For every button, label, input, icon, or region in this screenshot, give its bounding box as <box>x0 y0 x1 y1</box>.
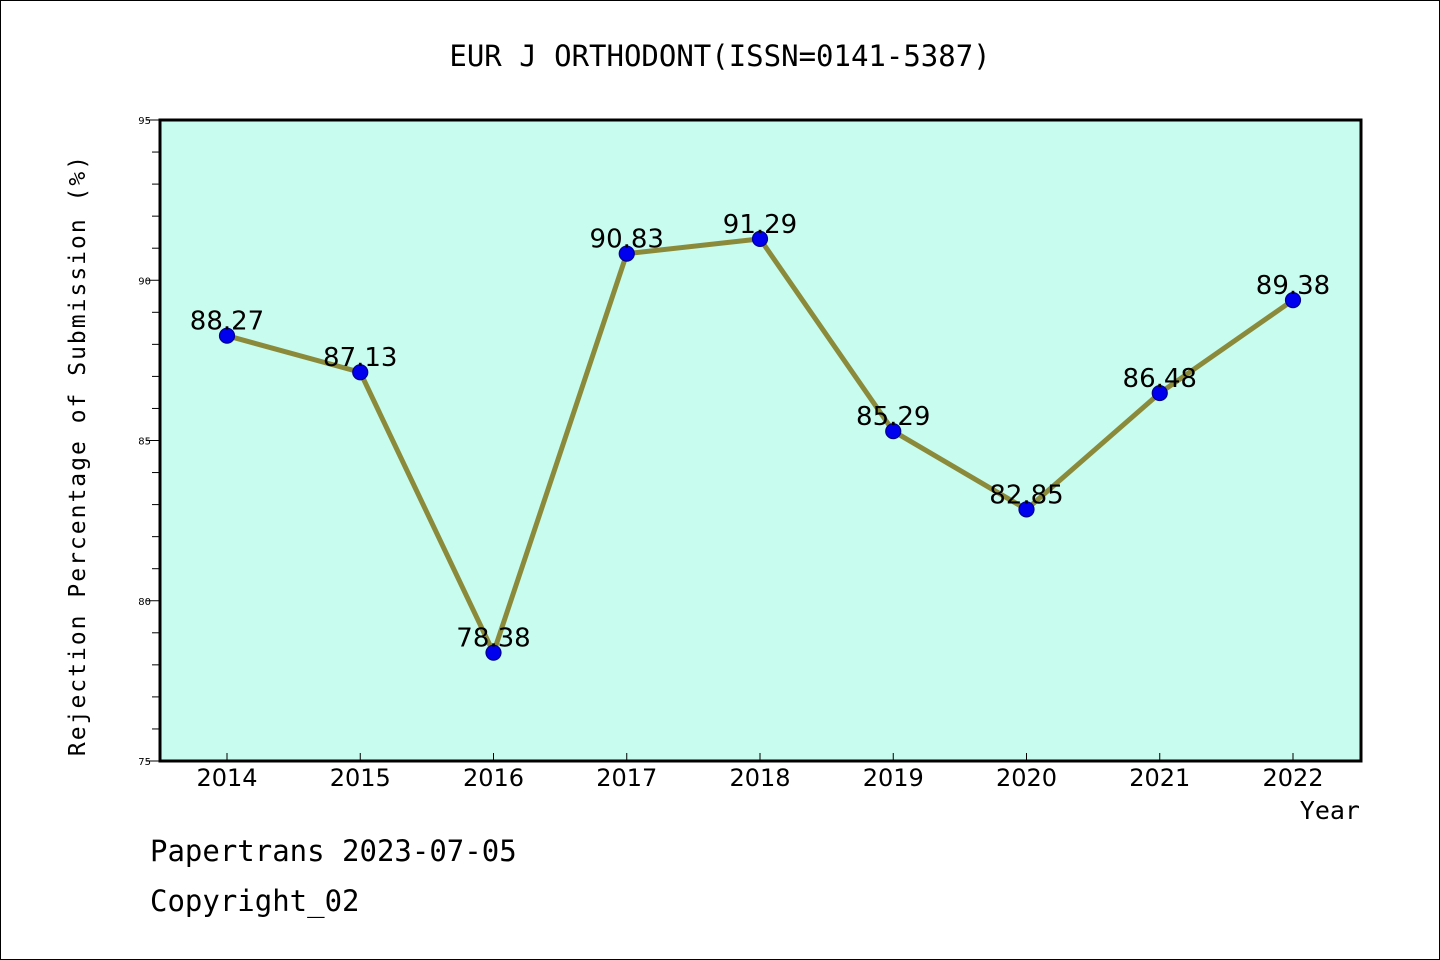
y-tick-label: 75 <box>138 757 151 768</box>
data-label: 89.38 <box>1256 271 1330 301</box>
x-tick-label: 2016 <box>463 764 524 792</box>
data-markers <box>218 230 1302 661</box>
x-axis-label: Year <box>1300 796 1360 825</box>
data-label: 78.38 <box>456 624 530 654</box>
data-point <box>1151 384 1168 402</box>
data-label: 86.48 <box>1123 364 1197 394</box>
x-tick-label: 2019 <box>863 764 924 792</box>
footer-copyright: Copyright_02 <box>150 884 360 918</box>
y-axis: 75 80 85 90 95 <box>138 116 160 768</box>
footer-source: Papertrans 2023-07-05 <box>150 834 517 868</box>
x-tick-label: 2020 <box>996 764 1057 792</box>
y-tick-label: 90 <box>138 276 151 287</box>
data-label: 82.85 <box>989 480 1063 510</box>
data-point <box>751 230 769 248</box>
data-label: 91.29 <box>723 210 797 240</box>
data-point <box>218 327 236 344</box>
y-tick-label: 80 <box>138 597 151 608</box>
data-point <box>485 644 502 661</box>
x-tick-label: 2018 <box>729 764 790 792</box>
data-point <box>618 245 635 262</box>
data-label: 90.83 <box>590 225 664 255</box>
x-tick-label: 2017 <box>596 764 657 792</box>
data-point <box>1018 501 1035 518</box>
data-label: 87.13 <box>323 343 397 373</box>
x-axis: 2014 2015 2016 2017 2018 2019 2020 2021 2022 <box>196 753 1324 792</box>
data-point <box>1284 292 1302 309</box>
x-tick-label: 2015 <box>330 764 391 792</box>
x-tick-label: 2022 <box>1262 764 1323 792</box>
y-tick-label: 85 <box>138 437 151 448</box>
chart-title: EUR J ORTHODONT(ISSN=0141-5387) <box>449 39 990 73</box>
x-tick-label: 2021 <box>1129 764 1190 792</box>
plot-area <box>158 118 1363 763</box>
data-label: 85.29 <box>856 402 930 432</box>
data-labels: 88.27 87.13 78.38 90.83 91.29 85.29 82.85 86.48… <box>190 210 1330 654</box>
y-axis-label: Rejection Percentage of Submission (%) <box>65 154 91 756</box>
data-point <box>885 423 902 440</box>
y-tick-label: 95 <box>138 116 151 127</box>
x-tick-label: 2014 <box>196 764 257 792</box>
data-label: 88.27 <box>190 307 264 337</box>
data-point <box>352 364 369 381</box>
